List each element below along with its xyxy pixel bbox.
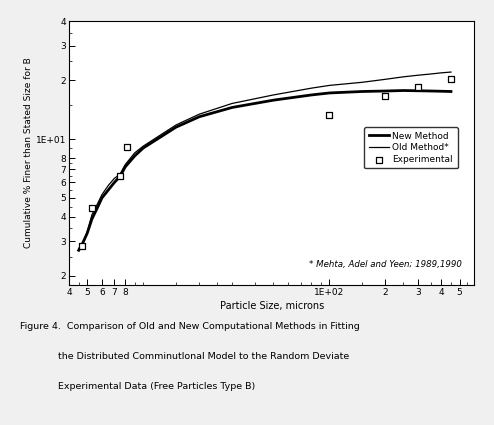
Text: the Distributed Comminutlonal Model to the Random Deviate: the Distributed Comminutlonal Model to t… bbox=[49, 352, 350, 361]
Old Method* bbox=[229, 101, 235, 106]
Old Method* bbox=[140, 144, 146, 149]
Experimental bbox=[123, 144, 131, 150]
Old Method* bbox=[76, 246, 82, 251]
Old Method* bbox=[448, 70, 454, 75]
Old Method* bbox=[84, 230, 90, 235]
X-axis label: Particle Size, microns: Particle Size, microns bbox=[219, 301, 324, 311]
Old Method* bbox=[95, 201, 101, 206]
Old Method* bbox=[196, 112, 202, 117]
Y-axis label: Cumulative % Finer than Stated Size for B: Cumulative % Finer than Stated Size for … bbox=[24, 58, 33, 248]
New Method bbox=[79, 242, 85, 247]
Experimental bbox=[381, 93, 389, 100]
Old Method* bbox=[79, 242, 85, 247]
Experimental bbox=[447, 76, 455, 83]
New Method bbox=[229, 105, 235, 110]
Old Method* bbox=[132, 150, 138, 156]
New Method bbox=[428, 88, 434, 94]
Old Method* bbox=[382, 77, 388, 82]
Text: * Mehta, Adel and Yeen; 1989,1990: * Mehta, Adel and Yeen; 1989,1990 bbox=[309, 260, 462, 269]
Old Method* bbox=[89, 212, 95, 217]
New Method bbox=[95, 204, 101, 210]
New Method bbox=[270, 98, 276, 103]
Experimental bbox=[326, 111, 333, 118]
Experimental bbox=[88, 204, 96, 211]
Text: Figure 4.  Comparison of Old and New Computational Methods in Fitting: Figure 4. Comparison of Old and New Comp… bbox=[20, 323, 360, 332]
Old Method* bbox=[428, 71, 434, 76]
Old Method* bbox=[270, 92, 276, 97]
New Method bbox=[84, 231, 90, 236]
Old Method* bbox=[122, 162, 128, 167]
Old Method* bbox=[327, 83, 332, 88]
New Method bbox=[132, 153, 138, 159]
New Method bbox=[140, 145, 146, 150]
Old Method* bbox=[415, 73, 421, 78]
Old Method* bbox=[401, 74, 407, 79]
New Method bbox=[196, 114, 202, 119]
New Method bbox=[112, 180, 118, 185]
New Method bbox=[327, 91, 332, 96]
Old Method* bbox=[359, 80, 365, 85]
New Method bbox=[105, 187, 111, 193]
New Method bbox=[359, 89, 365, 94]
Legend: New Method, Old Method*, Experimental: New Method, Old Method*, Experimental bbox=[365, 127, 457, 168]
New Method bbox=[439, 89, 445, 94]
New Method bbox=[89, 216, 95, 221]
New Method bbox=[173, 125, 179, 130]
Line: New Method: New Method bbox=[79, 91, 451, 250]
New Method bbox=[308, 92, 314, 97]
New Method bbox=[401, 88, 407, 93]
Text: Experimental Data (Free Particles Type B): Experimental Data (Free Particles Type B… bbox=[49, 382, 256, 391]
New Method bbox=[99, 196, 105, 201]
Old Method* bbox=[99, 192, 105, 197]
Old Method* bbox=[105, 183, 111, 188]
Old Method* bbox=[117, 172, 123, 177]
Experimental bbox=[414, 83, 422, 90]
Experimental bbox=[116, 172, 124, 179]
Experimental bbox=[78, 242, 86, 249]
New Method bbox=[117, 174, 123, 179]
New Method bbox=[122, 164, 128, 170]
New Method bbox=[415, 88, 421, 94]
New Method bbox=[76, 248, 82, 253]
Old Method* bbox=[112, 176, 118, 181]
New Method bbox=[448, 89, 454, 94]
New Method bbox=[382, 88, 388, 94]
Old Method* bbox=[173, 122, 179, 128]
Old Method* bbox=[439, 70, 445, 75]
Old Method* bbox=[308, 85, 314, 91]
Line: Old Method*: Old Method* bbox=[79, 72, 451, 249]
